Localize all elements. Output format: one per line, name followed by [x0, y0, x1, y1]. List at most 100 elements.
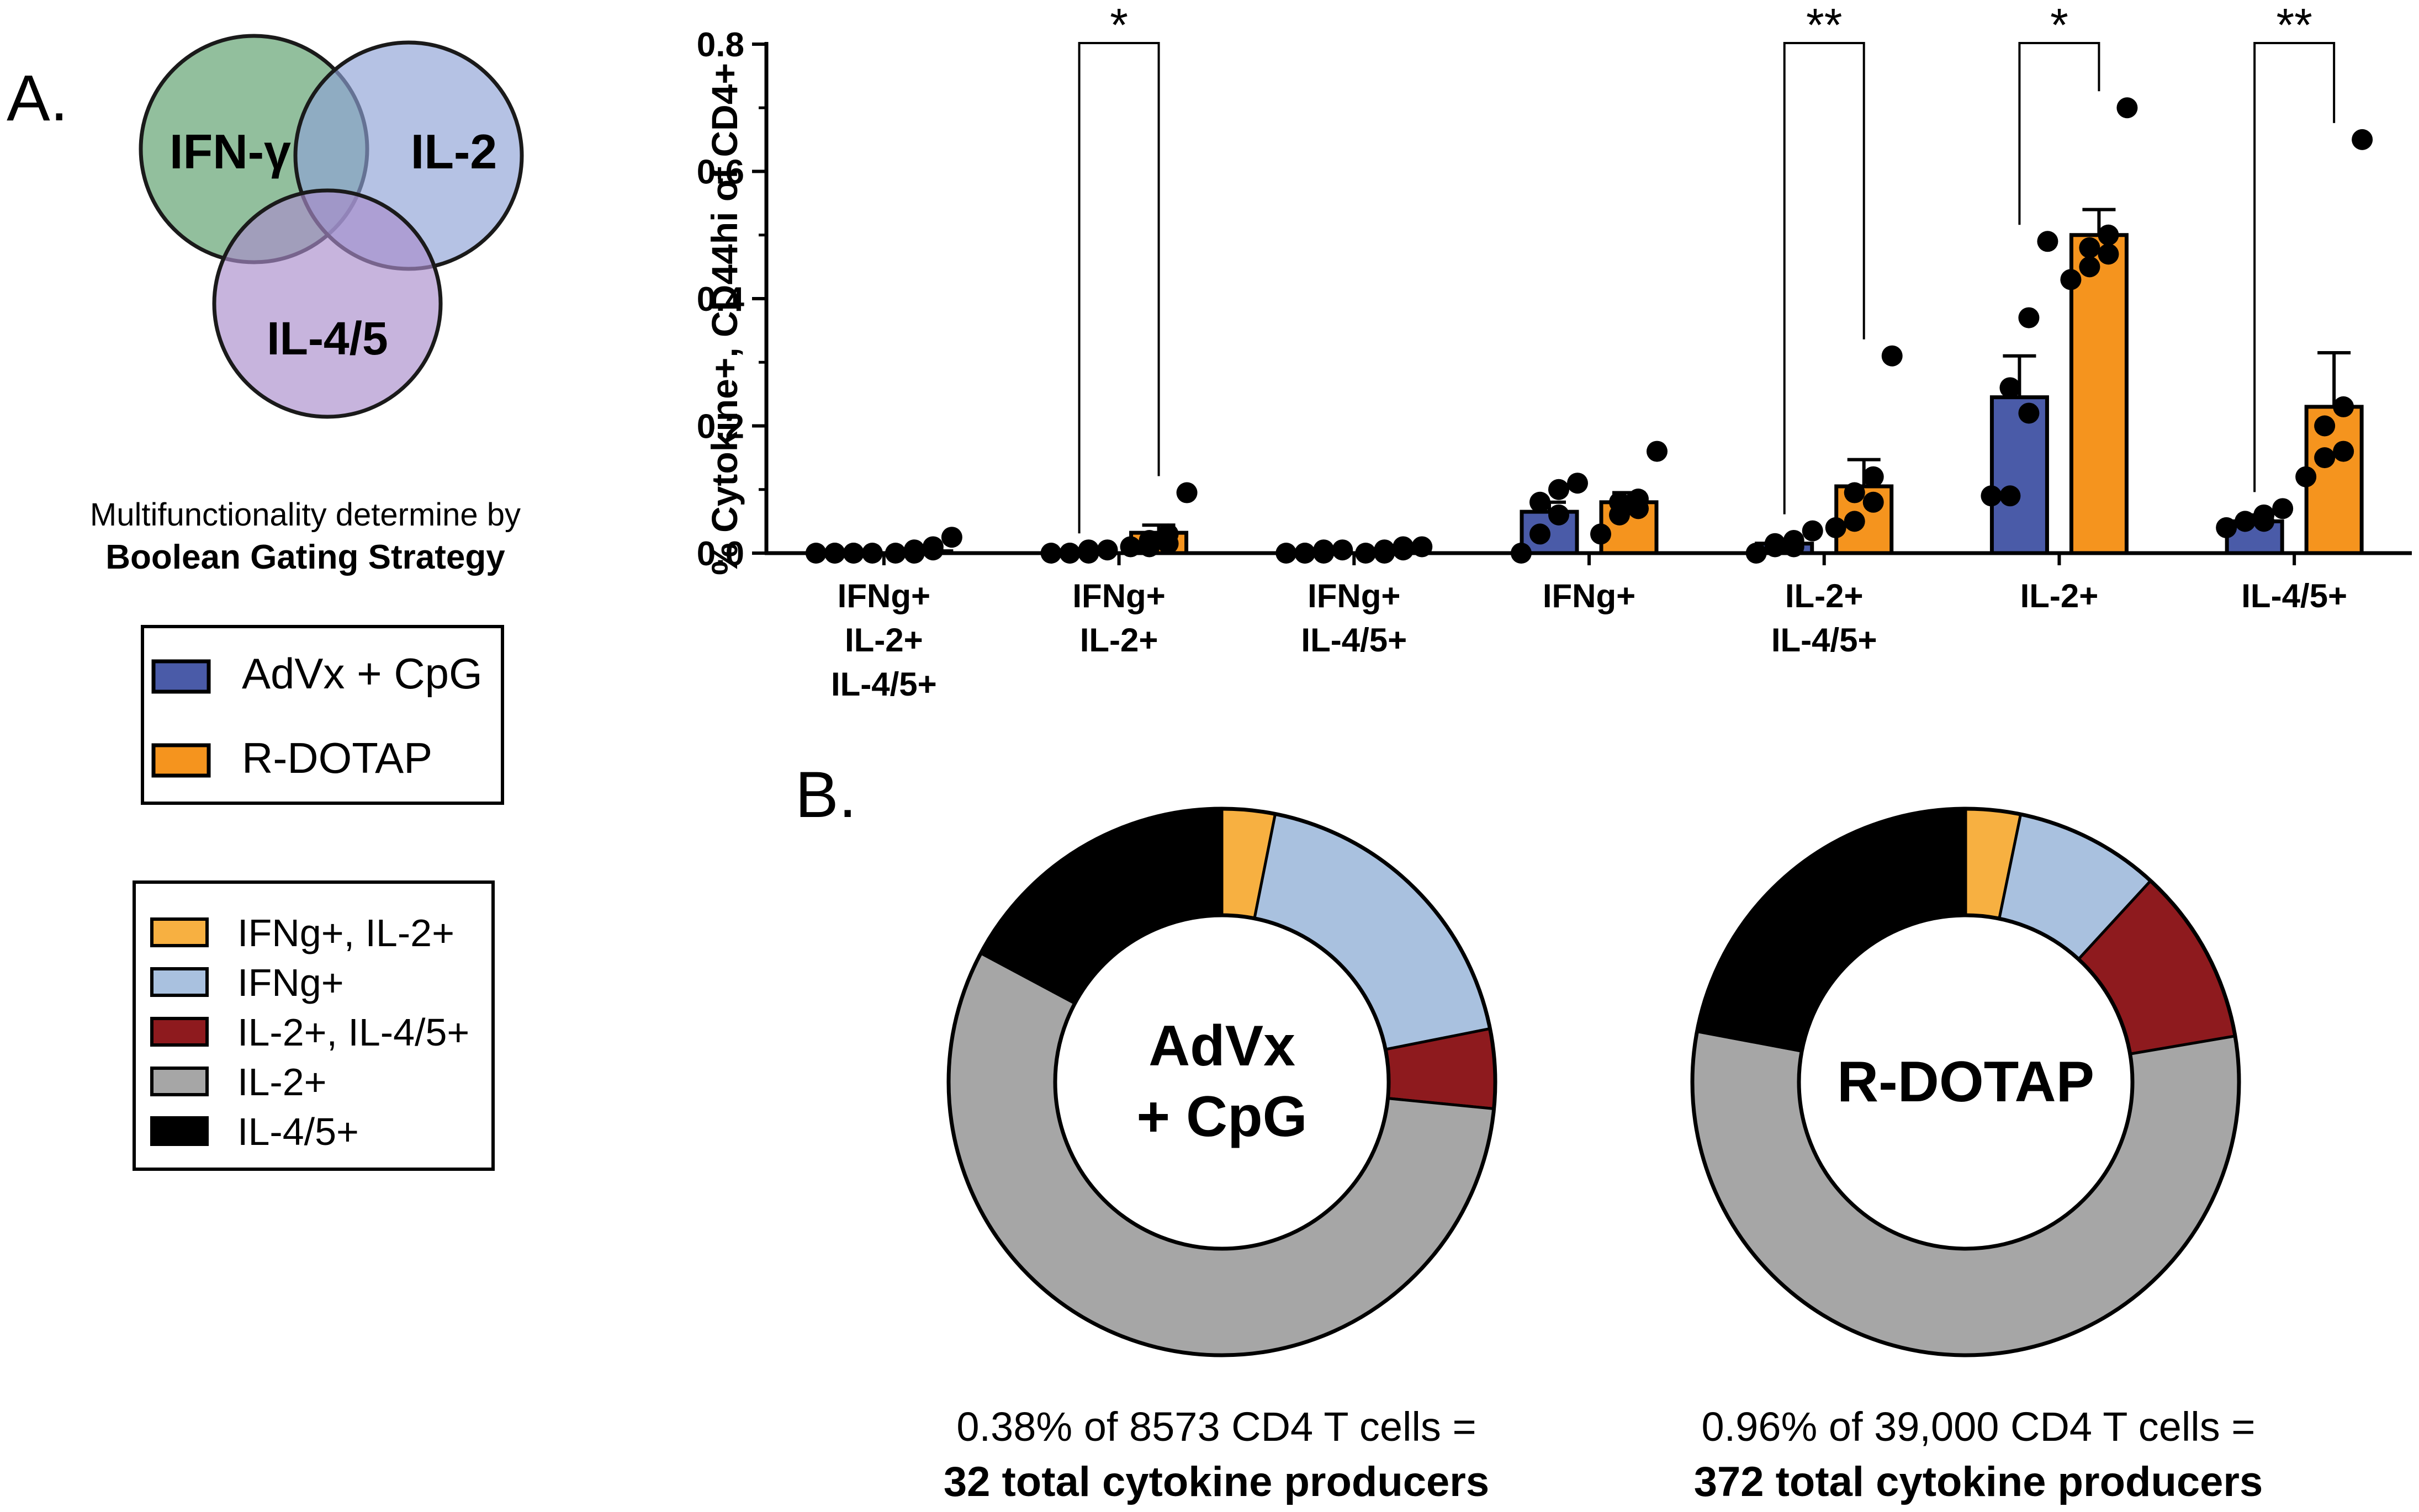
data-point: [1981, 485, 2002, 507]
significance-marker: **: [2276, 0, 2312, 51]
subset-swatch-ifng-il2: [150, 917, 209, 947]
donut-outline: [946, 807, 1497, 1357]
data-point: [2098, 243, 2119, 265]
data-point: [1647, 441, 1668, 462]
data-point: [1529, 491, 1550, 513]
data-point: [2314, 447, 2336, 469]
y-tick-label: 0.4: [697, 280, 745, 319]
y-tick-label: 0.6: [697, 153, 744, 192]
data-point: [2272, 498, 2294, 519]
data-point: [2037, 231, 2058, 252]
subset-swatch-ifng: [150, 967, 209, 997]
donut-rdotap-center-line1: R-DOTAP: [1837, 1050, 2094, 1114]
x-tick-label: IL-2+: [1785, 577, 1864, 614]
data-point: [1825, 517, 1846, 538]
significance-bracket: [1783, 42, 1865, 514]
data-point: [1157, 523, 1179, 545]
donut-rdotap: R-DOTAP 0.96% of 39,000 CD4 T cells = 37…: [1690, 807, 2263, 1505]
data-point: [2018, 402, 2040, 424]
data-point: [1548, 504, 1569, 526]
data-point: [1628, 489, 1649, 510]
group-legend-label-rdotap: R-DOTAP: [242, 734, 432, 782]
x-tick-label: IL-4/5+: [1301, 622, 1407, 659]
data-point: [1999, 377, 2021, 399]
boolean-caption-line2: Boolean Gating Strategy: [105, 538, 505, 576]
data-point: [1313, 539, 1335, 561]
panel-a-label: A.: [7, 62, 68, 135]
data-point: [1844, 482, 1865, 503]
x-tick-label: IL-2+: [1080, 622, 1158, 659]
data-point: [1120, 536, 1141, 558]
venn-label-il45: IL-4/5: [267, 312, 388, 364]
data-point: [2079, 256, 2100, 278]
x-tick-label: IL-4/5+: [1771, 622, 1877, 659]
donut-outline: [1690, 807, 2241, 1357]
data-point: [2018, 307, 2040, 328]
data-point: [2314, 415, 2336, 437]
data-point: [2295, 466, 2317, 487]
y-tick-label: 0.2: [697, 408, 744, 446]
x-tick-label: IFNg+: [1308, 577, 1400, 614]
data-point: [1097, 539, 1118, 561]
subset-label-il2: IL-2+: [237, 1060, 327, 1104]
venn-label-ifng: IFN-γ: [170, 124, 291, 179]
group-legend: AdVx + CpG R-DOTAP: [141, 625, 504, 805]
data-point: [1844, 511, 1865, 532]
donut-advx-hole: [1053, 913, 1391, 1251]
data-point: [2116, 97, 2138, 119]
data-point: [861, 543, 883, 564]
y-axis-label: % Cytokine+, CD44hi of CD4+: [704, 63, 745, 575]
data-point: [1764, 533, 1786, 554]
venn-diagram: IFN-γ IL-2 IL-4/5: [139, 34, 524, 419]
bar: [2069, 233, 2129, 555]
bar-chart: % Cytokine+, CD44hi of CD4+ 0.0 0.2 0.4 0.6…: [697, 0, 2412, 703]
x-tick-label: IL-4/5+: [831, 666, 937, 703]
significance-bracket: [2253, 42, 2336, 492]
data-point: [1881, 345, 1903, 367]
data-point: [941, 527, 962, 548]
data-point: [885, 543, 906, 564]
x-tick-label: IL-4/5+: [2241, 577, 2347, 614]
data-point: [1176, 482, 1198, 503]
donut-advx-center-line2: + CpG: [1136, 1085, 1307, 1149]
group-legend-swatch-rdotap: [151, 743, 211, 778]
subset-swatch-il45: [150, 1116, 209, 1146]
significance-bracket: [1078, 42, 1160, 534]
group-legend-label-advx: AdVx + CpG: [242, 649, 483, 698]
subset-swatch-il2-il45: [150, 1017, 209, 1047]
data-point: [1783, 529, 1804, 551]
data-point: [2235, 511, 2256, 532]
subset-label-ifng-il2: IFNg+, IL-2+: [237, 911, 454, 954]
panel-b-label: B.: [795, 758, 857, 831]
data-point: [1548, 479, 1569, 500]
data-point: [1374, 539, 1395, 561]
data-point: [1529, 523, 1550, 545]
boolean-caption-line1: Multifunctionality determine by: [90, 497, 521, 533]
data-point: [1862, 466, 1884, 487]
subset-legend-frame: [133, 880, 495, 1171]
subset-label-ifng: IFNg+: [237, 961, 344, 1004]
donut-advx-caption-line1: 0.38% of 8573 CD4 T cells =: [956, 1404, 1476, 1450]
data-point: [1590, 523, 1611, 545]
donut-rdotap-hole: [1797, 913, 2135, 1251]
subset-label-il45: IL-4/5+: [237, 1110, 359, 1153]
donut-rdotap-caption-line2: 372 total cytokine producers: [1694, 1458, 2263, 1505]
data-point: [1745, 543, 1767, 564]
data-point: [1862, 491, 1884, 513]
donut-rdotap-caption-line1: 0.96% of 39,000 CD4 T cells =: [1701, 1404, 2255, 1450]
significance-marker: *: [2050, 0, 2068, 51]
data-point: [1999, 485, 2021, 507]
donut-advx-center-line1: AdVx: [1148, 1014, 1295, 1078]
data-point: [903, 539, 925, 561]
y-tick-label: 0.8: [697, 26, 744, 64]
donut-advx-caption-line2: 32 total cytokine producers: [944, 1458, 1489, 1505]
y-tick-label: 0.0: [697, 535, 744, 573]
data-point: [922, 536, 944, 558]
data-point: [1802, 520, 1823, 542]
x-tick-label: IFNg+: [1072, 577, 1165, 614]
donut-advx: AdVx + CpG 0.38% of 8573 CD4 T cells = 3…: [944, 807, 1497, 1505]
data-point: [1040, 543, 1062, 564]
data-point: [1567, 473, 1588, 494]
data-point: [2060, 269, 2082, 290]
data-point: [1294, 543, 1316, 564]
